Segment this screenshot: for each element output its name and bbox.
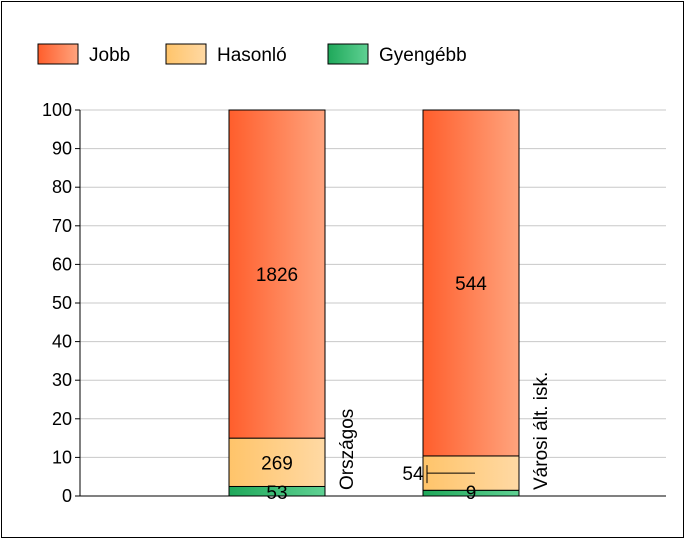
axes: 0 10 20 30 40 50 60 70 80 90 100 Országos Városi ált… <box>42 100 666 506</box>
y-tick-label: 80 <box>52 177 72 197</box>
legend-swatch-jobb <box>37 43 79 65</box>
y-tick-label: 40 <box>52 332 72 352</box>
gridlines <box>80 109 666 458</box>
legend-swatch-gyeng-bb <box>327 43 369 65</box>
y-tick-label: 60 <box>52 254 72 274</box>
data-label-gyeng-bb: 53 <box>266 483 287 504</box>
x-category-label: Városi ált. isk. <box>531 372 552 490</box>
y-tick-label: 0 <box>62 486 72 506</box>
legend-swatch-hasonl <box>165 43 207 65</box>
legend: Jobb Hasonló Gyengébb <box>37 43 467 66</box>
data-label-jobb: 1826 <box>256 265 298 286</box>
y-tick-label: 70 <box>52 216 72 236</box>
legend-label-hasonl: Hasonló <box>217 45 287 66</box>
y-tick-label: 20 <box>52 409 72 429</box>
x-category-label: Országos <box>337 409 358 490</box>
data-labels: 53 269 1826 9 54 544 <box>256 265 487 504</box>
bar-segment-hasonl <box>228 437 326 487</box>
data-label-hasonl: 54 <box>402 464 424 485</box>
y-tick-label: 90 <box>52 139 72 159</box>
data-label-hasonl: 269 <box>261 453 293 474</box>
y-tick-label: 30 <box>52 370 72 390</box>
y-tick-label: 10 <box>52 447 72 467</box>
y-tick-label: 50 <box>52 293 72 313</box>
legend-label-gyeng-bb: Gyengébb <box>379 45 467 66</box>
bars <box>228 109 520 497</box>
bar-segment-jobb <box>422 109 520 457</box>
y-tick-label: 100 <box>42 100 72 120</box>
legend-label-jobb: Jobb <box>89 45 130 66</box>
data-label-gyeng-bb: 9 <box>466 483 477 504</box>
data-label-jobb: 544 <box>455 274 487 295</box>
bar-segment-jobb <box>228 109 326 439</box>
